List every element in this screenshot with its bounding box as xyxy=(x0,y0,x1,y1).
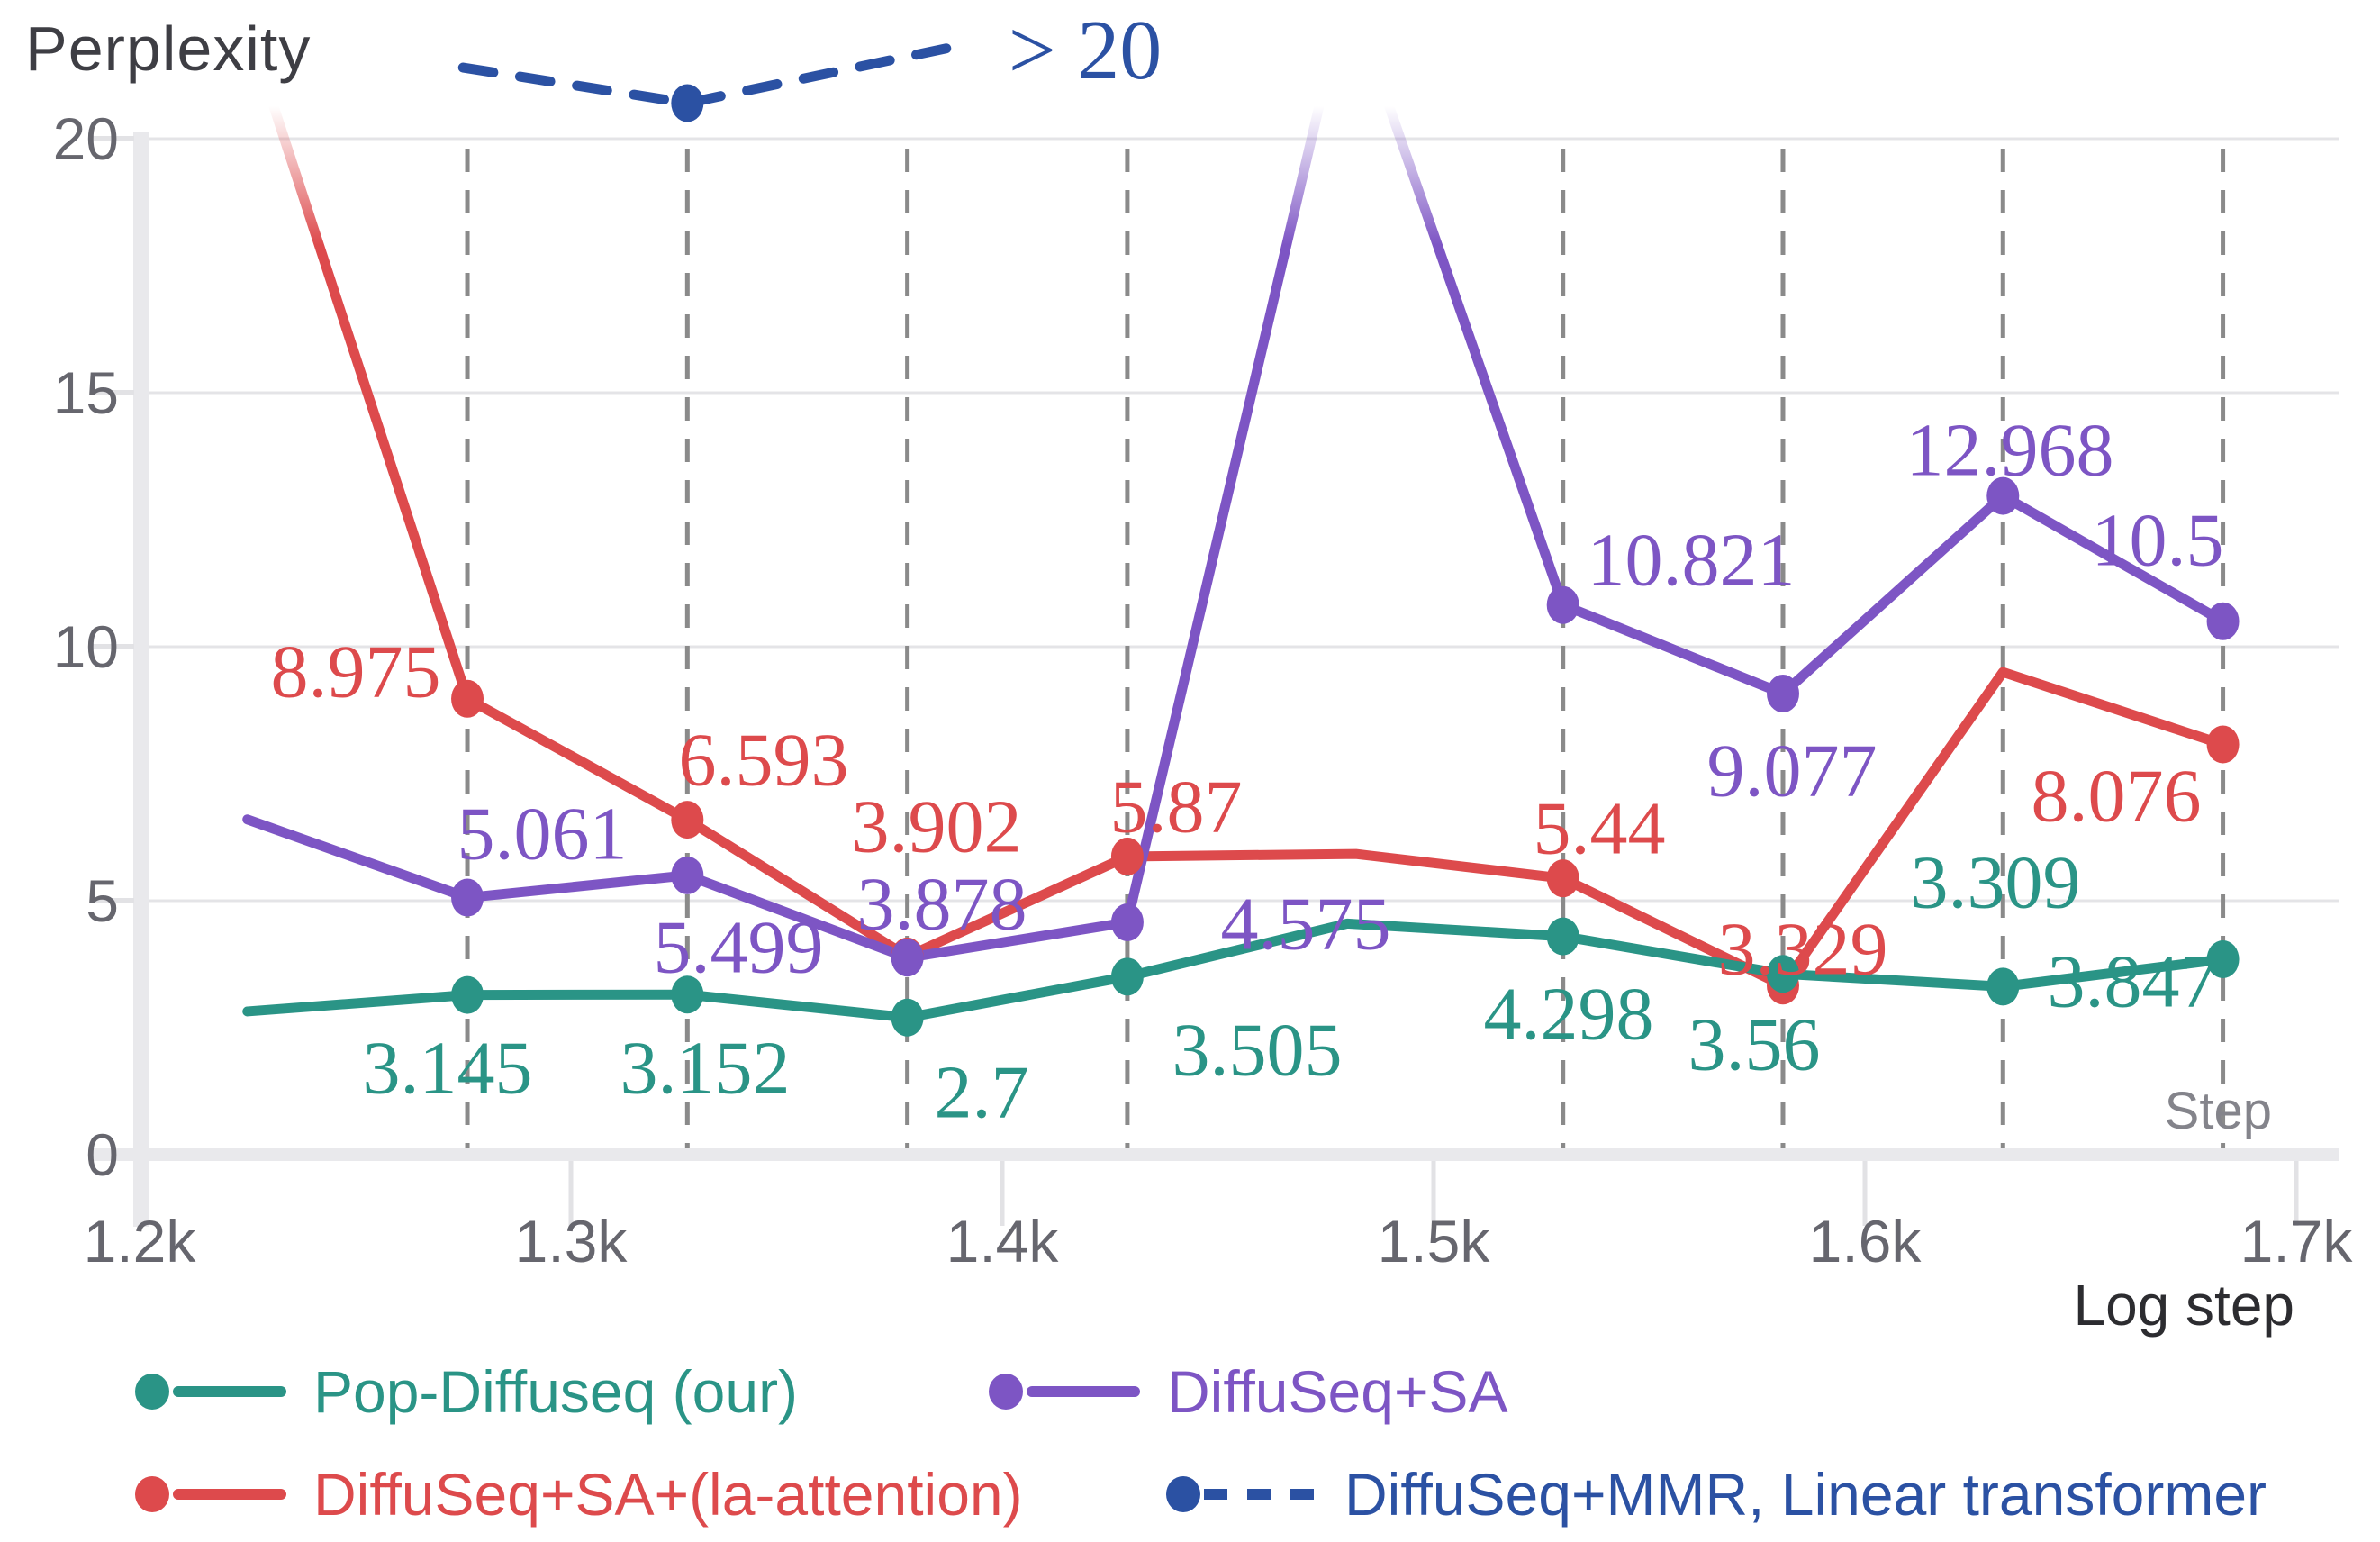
y-tick-label: 15 xyxy=(53,359,119,426)
chart-title: Perplexity xyxy=(25,14,312,84)
y-axis-line xyxy=(133,132,149,1227)
data-point-2 xyxy=(2206,940,2240,979)
data-label-1: 5.061 xyxy=(457,793,628,876)
data-label-0: 8.975 xyxy=(271,630,441,714)
series-line-1 xyxy=(242,0,2229,963)
data-point-0 xyxy=(451,679,484,718)
data-point-2 xyxy=(1110,957,1144,996)
data-point-1 xyxy=(451,878,484,917)
data-point-1 xyxy=(2206,602,2240,640)
line-sample-icon xyxy=(173,1386,286,1397)
line-sample-icon xyxy=(173,1489,286,1500)
data-label-0: 6.593 xyxy=(679,719,849,803)
data-label-0: 3.329 xyxy=(1718,908,1888,992)
data-label-2: 3.56 xyxy=(1688,1003,1821,1087)
data-label-1: 10.821 xyxy=(1588,519,1796,603)
x-tick-mark xyxy=(568,1161,574,1226)
legend-label: DiffuSeq+MMR, Linear transformer xyxy=(1344,1461,2267,1528)
legend-item-diffuseq-sa-la: DiffuSeq+SA+(la-attention) xyxy=(135,1461,1023,1528)
data-label-1: 9.077 xyxy=(1707,730,1878,813)
series-line-0 xyxy=(233,0,2229,991)
x-tick-mark xyxy=(1862,1161,1868,1226)
x-axis-label: Log step xyxy=(2073,1273,2294,1338)
legend-swatch xyxy=(135,1374,286,1410)
data-point-2 xyxy=(1986,967,2020,1006)
x-axis-line xyxy=(93,1148,2339,1161)
y-tick-mark xyxy=(93,898,134,903)
data-point-0 xyxy=(671,801,704,839)
legend-swatch xyxy=(135,1476,286,1512)
data-label-1: 5.499 xyxy=(654,906,824,990)
line-marker-icon xyxy=(135,1374,169,1410)
x-tick-label: 1.6k xyxy=(1809,1208,1923,1274)
line-sample-icon xyxy=(1027,1386,1140,1397)
data-label-0: 3.902 xyxy=(852,785,1022,869)
legend-label: DiffuSeq+SA xyxy=(1167,1358,1508,1425)
data-point-2 xyxy=(1766,955,1799,993)
data-label-2: 3.309 xyxy=(1911,841,2081,925)
data-point-2 xyxy=(891,998,924,1037)
legend-item-diffuseq-sa: DiffuSeq+SA xyxy=(989,1358,1508,1425)
data-point-2 xyxy=(1546,917,1579,956)
legend-swatch xyxy=(989,1374,1140,1410)
data-point-1 xyxy=(671,856,704,894)
x-tick-label: 1.5k xyxy=(1378,1208,1491,1274)
y-tick-label: 10 xyxy=(53,613,119,680)
data-point-2 xyxy=(451,975,484,1014)
y-tick-label: 5 xyxy=(86,867,119,934)
y-tick-mark xyxy=(93,644,134,649)
line-marker-icon xyxy=(989,1374,1023,1410)
data-label-1: 4.575 xyxy=(1221,883,1391,966)
data-point-0 xyxy=(2206,725,2240,764)
y-tick-label: 20 xyxy=(53,105,119,172)
data-point-1 xyxy=(1546,585,1579,624)
legend-label: DiffuSeq+SA+(la-attention) xyxy=(313,1461,1023,1528)
x-tick-label: 1.2k xyxy=(84,1208,197,1274)
x-tick-mark xyxy=(2294,1161,2299,1226)
series-line-2 xyxy=(242,918,2229,1023)
data-point-2 xyxy=(671,975,704,1014)
data-label-2: 3.145 xyxy=(363,1027,533,1111)
y-tick-mark xyxy=(93,390,134,395)
legend-label: Pop-Diffuseq (our) xyxy=(313,1358,799,1425)
data-label-2: 3.847 xyxy=(2048,940,2218,1024)
data-point-0 xyxy=(1110,837,1144,875)
line-marker-icon xyxy=(135,1476,169,1512)
data-label-2: 3.505 xyxy=(1172,1009,1343,1093)
x-tick-mark xyxy=(1431,1161,1436,1226)
data-label-1: 10.5 xyxy=(2092,499,2224,583)
data-label-2: 4.298 xyxy=(1484,973,1654,1057)
series-line-3 xyxy=(457,40,969,109)
data-point-0 xyxy=(1546,859,1579,898)
data-label-0: 5.44 xyxy=(1534,787,1666,871)
line-marker-icon xyxy=(1166,1476,1200,1512)
dashed-line-sample-icon xyxy=(1204,1489,1317,1500)
legend-swatch xyxy=(1166,1476,1317,1512)
legend-item-diffuseq-mmr: DiffuSeq+MMR, Linear transformer xyxy=(1166,1461,2267,1528)
data-label-1: 3.878 xyxy=(857,863,1027,947)
x-tick-label: 1.3k xyxy=(515,1208,629,1274)
x-tick-label: 1.4k xyxy=(946,1208,1060,1274)
data-point-1 xyxy=(891,939,924,977)
data-point-1 xyxy=(1986,476,2020,515)
data-point-1 xyxy=(1110,903,1144,941)
legend-item-pop-diffuseq: Pop-Diffuseq (our) xyxy=(135,1358,798,1425)
data-point-1 xyxy=(1766,675,1799,713)
data-label-2: 3.152 xyxy=(620,1027,791,1111)
x-tick-label: 1.7k xyxy=(2240,1208,2354,1274)
annotation-gt20: > 20 xyxy=(1008,4,1163,97)
data-label-0: 5.87 xyxy=(1110,766,1243,849)
data-label-1: 12.968 xyxy=(1906,409,2114,493)
y-tick-label: 0 xyxy=(86,1121,119,1188)
data-point-3 xyxy=(671,84,704,122)
x-tick-mark xyxy=(1000,1161,1005,1226)
data-label-0: 8.076 xyxy=(2032,755,2202,839)
data-label-2: 2.7 xyxy=(935,1051,1029,1135)
x-axis-inner-label: Step xyxy=(2164,1082,2272,1140)
y-tick-mark xyxy=(93,136,134,141)
